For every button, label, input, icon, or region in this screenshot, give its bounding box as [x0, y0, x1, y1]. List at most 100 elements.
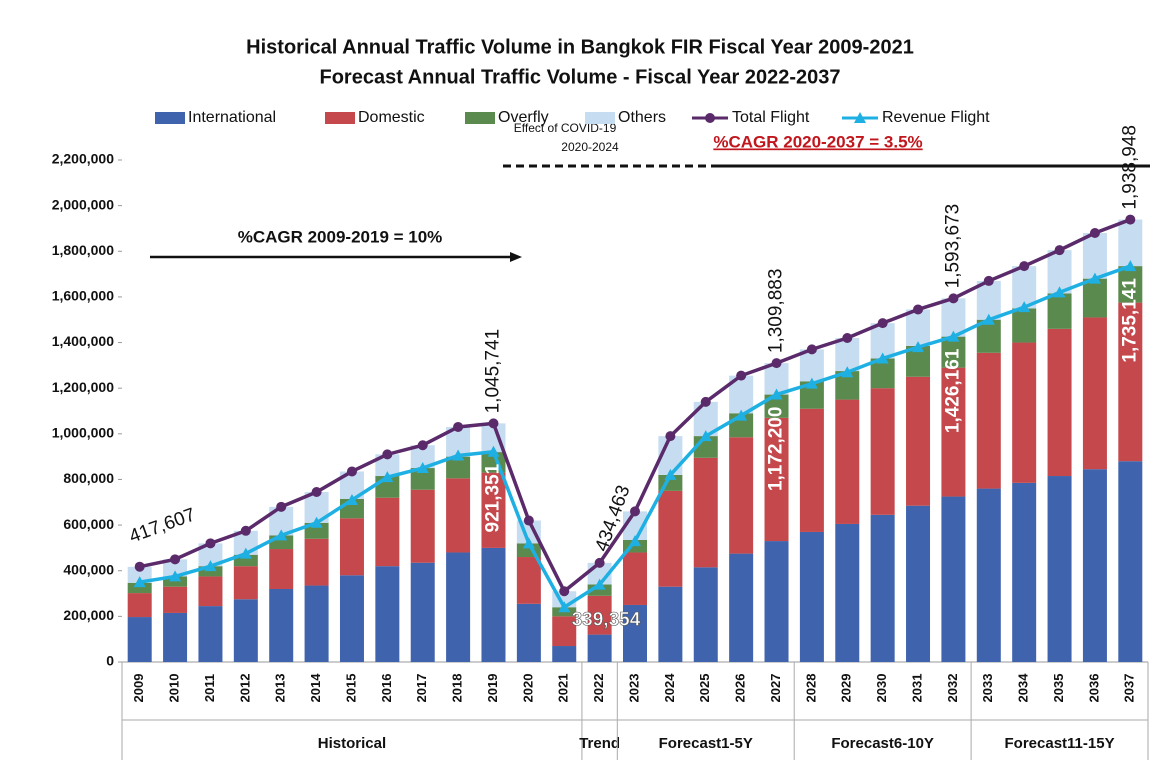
bar-segment [410, 445, 435, 469]
bar-segment [269, 588, 294, 662]
bar-segment [799, 349, 824, 382]
bar-segment [693, 457, 718, 568]
arrow-head [510, 252, 522, 262]
bar-segment [941, 336, 966, 368]
bar-segment [375, 454, 400, 477]
group-label: Historical [318, 735, 386, 752]
bar-segment [658, 490, 683, 587]
bar-segment [835, 523, 860, 662]
legend-marker [705, 113, 715, 123]
bar-segment [446, 552, 471, 662]
point [311, 487, 322, 498]
x-tick-label: 2036 [1086, 674, 1101, 703]
chart-title: Historical Annual Traffic Volume in Bang… [246, 36, 914, 58]
x-tick-label: 2025 [697, 674, 712, 703]
y-tick-label: 800,000 [63, 470, 114, 486]
bar-segment [339, 518, 364, 576]
point [382, 449, 393, 460]
x-tick-label: 2017 [414, 674, 429, 703]
point [629, 535, 641, 547]
y-tick-label: 0 [106, 653, 114, 669]
x-tick-label: 2013 [273, 674, 288, 703]
x-tick-label: 2009 [131, 674, 146, 703]
bar-segment [1047, 293, 1072, 329]
bar-segment [906, 376, 931, 506]
point [948, 293, 959, 304]
point [1018, 301, 1031, 313]
bar-segment [870, 514, 895, 662]
bar-segment [1118, 219, 1143, 267]
point [593, 578, 606, 590]
bar-segment [976, 280, 1001, 320]
data-label: 339,354 [572, 610, 641, 631]
point [805, 377, 818, 389]
data-label: 1,426,161 [942, 348, 963, 433]
bar-segment [764, 541, 789, 662]
group-label: Forecast1-5Y [659, 735, 753, 752]
point [1088, 272, 1101, 284]
point [346, 466, 357, 477]
point [841, 366, 854, 378]
bar-segment [375, 566, 400, 662]
x-tick-label: 2023 [626, 674, 641, 703]
bar-segment [410, 489, 435, 563]
x-tick-label: 2014 [308, 673, 323, 703]
point [736, 370, 747, 381]
bar-segment [658, 586, 683, 662]
point [1125, 214, 1136, 225]
bar-segment [764, 417, 789, 542]
x-tick-label: 2020 [520, 674, 535, 703]
bar-segment [375, 497, 400, 567]
bar-segment [1012, 266, 1037, 309]
point [947, 330, 960, 342]
point [487, 445, 500, 457]
point [877, 318, 888, 329]
y-tick-label: 600,000 [63, 516, 114, 532]
bar-segment [198, 566, 223, 577]
annotation: %CAGR 2020-2037 = 3.5% [713, 132, 922, 151]
bar-segment [906, 309, 931, 346]
x-tick-label: 2019 [485, 674, 500, 703]
data-label: 1,309,883 [766, 269, 787, 354]
point [170, 554, 181, 565]
x-tick-label: 2024 [662, 673, 677, 703]
point [310, 516, 323, 528]
point [735, 409, 748, 421]
x-tick-label: 2021 [556, 674, 571, 703]
bar-segment [976, 352, 1001, 489]
group-label: Forecast11-15Y [1005, 735, 1115, 752]
x-tick-label: 2028 [803, 674, 818, 703]
point [523, 515, 534, 526]
point [453, 421, 464, 432]
bar-segment [516, 603, 541, 662]
bar-segment [233, 566, 258, 600]
point [912, 341, 925, 353]
point [559, 586, 570, 597]
point [488, 418, 499, 429]
data-label: 1,172,200 [766, 407, 787, 492]
bar-segment [269, 549, 294, 589]
bar-segment [623, 552, 647, 605]
bar-segment [446, 456, 471, 479]
bar-segment [127, 593, 152, 618]
point [771, 358, 782, 369]
bar-segment [1082, 469, 1107, 662]
legend-label: Overfly [498, 109, 549, 126]
bar-segment [339, 575, 364, 662]
x-tick-label: 2010 [167, 674, 182, 703]
bar-segment [799, 531, 824, 662]
y-tick-label: 2,000,000 [52, 196, 114, 212]
legend-label: Others [618, 109, 666, 126]
data-label: 1,735,141 [1119, 278, 1140, 363]
point [381, 471, 394, 483]
point [133, 576, 146, 588]
bar-segment [198, 606, 223, 662]
bar-segment [163, 586, 188, 613]
y-tick-label: 2,200,000 [52, 151, 114, 167]
bar-segment [587, 634, 612, 662]
data-label: 921,351 [482, 463, 503, 532]
bar-segment [1082, 278, 1107, 318]
legend-swatch [155, 112, 185, 124]
bar-segment [552, 646, 577, 662]
